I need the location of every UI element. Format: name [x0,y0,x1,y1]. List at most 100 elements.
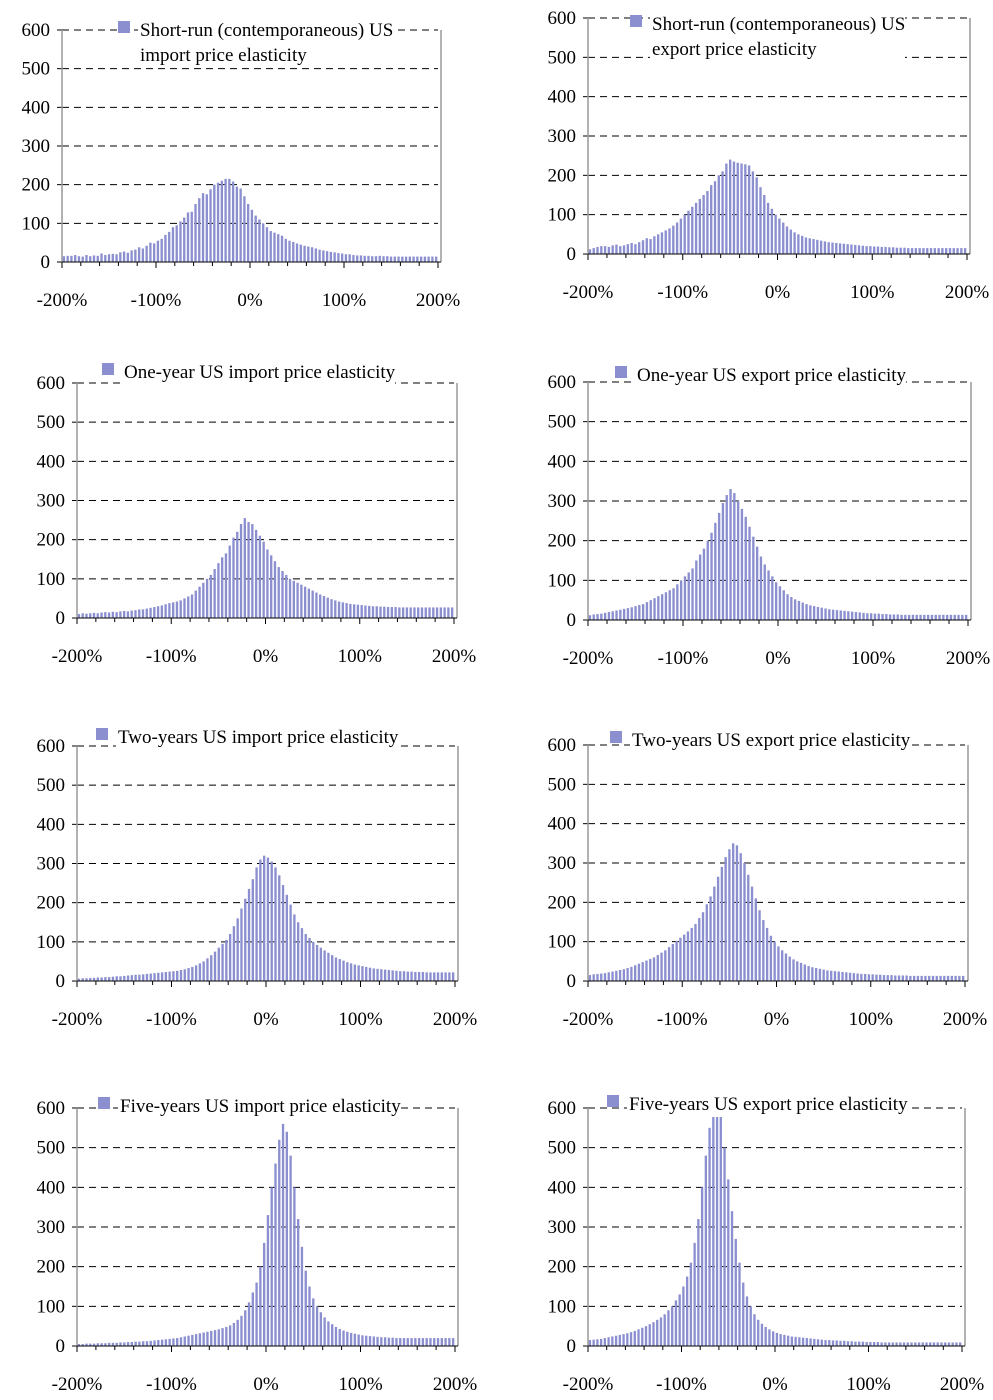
histogram-bar [656,1319,659,1346]
histogram-bar [130,975,134,981]
histogram-bar [588,1340,592,1346]
histogram-bar [854,244,857,254]
histogram-panel-two-years-export: 0 100 200 300 400 500 600 -200% -100% 0% 100% 200% T… [530,728,990,1030]
histogram-bar [425,972,428,981]
histogram-bar [895,247,899,254]
histogram-bar [714,522,717,620]
histogram-bar [757,1319,760,1346]
histogram-bar [784,953,788,981]
histogram-bar [816,239,819,254]
histogram-bar [745,1296,749,1346]
histogram-bar [752,536,755,620]
y-tick-label: 500 [548,47,577,68]
legend-label: import price elasticity [140,45,307,66]
histogram-bar [371,606,375,618]
histogram-bar [444,972,447,981]
y-tick-label: 200 [37,893,66,914]
histogram-bar [906,1342,909,1346]
histogram-bar [902,1342,906,1346]
histogram-bar [960,248,963,254]
histogram-bar [66,255,69,262]
histogram-panel-short-run-import: 0 100 200 300 400 500 600 -200% -100% 0% 100% 200% S… [20,10,480,311]
histogram-bar [739,853,742,981]
histogram-bar [905,975,908,981]
histogram-bar [782,590,785,620]
histogram-bar [361,966,364,981]
histogram-bar [603,973,607,981]
histogram-bar [228,1325,232,1346]
histogram-bar [119,611,122,618]
histogram-bar [622,245,626,254]
histogram-bar [92,977,96,981]
histogram-bar [877,613,880,620]
histogram-bar [891,247,895,254]
histogram-bar [85,613,88,618]
histogram-bar [924,975,927,981]
histogram-bar [401,607,405,618]
histogram-bar [732,161,736,254]
x-tick-label: -200% [52,1009,103,1030]
histogram-bar [141,248,145,262]
histogram-bar [611,245,614,254]
histogram-bar [198,963,202,981]
histogram-bar [419,256,423,262]
histogram-bar [850,244,853,254]
histogram-bar [149,607,152,618]
histogram-bar [805,604,808,620]
x-tick-label: -200% [52,646,103,667]
histogram-bar [852,973,855,981]
histogram-bar [600,613,603,620]
histogram-bar [934,614,937,620]
histogram-bar [398,607,401,618]
histogram-bar [797,234,800,254]
histogram-bar [236,531,239,618]
histogram-bar [266,857,270,981]
histogram-bar [615,970,618,981]
histogram-bar [251,879,254,981]
histogram-bar [607,972,610,981]
y-tick-label: 100 [548,1296,577,1317]
histogram-bar [638,242,641,254]
histogram-bar [872,1342,876,1346]
histogram-bar [194,965,198,981]
histogram-bar [346,1331,349,1346]
histogram-bar [444,1338,447,1346]
histogram-bar [660,952,663,981]
histogram-bar [897,975,901,981]
y-tick-label: 400 [37,814,66,835]
histogram-bar [912,975,916,981]
histogram-bar [412,256,415,262]
chart-legend: Short-run (contemporaneous) US export pri… [630,12,906,62]
histogram-bar [649,239,652,254]
histogram-bar [134,610,137,618]
histogram-bar [738,1262,741,1346]
histogram-panel-one-year-export: 0 100 200 300 400 500 600 -200% -100% 0% 100% 200% O… [530,363,990,669]
histogram-bar [633,1330,636,1346]
histogram-bar [729,489,732,620]
histogram-bar [205,194,208,262]
x-tick-label: -100% [657,282,708,303]
histogram-bar [710,185,713,254]
histogram-bar [630,966,633,981]
histogram-bar [884,1342,887,1346]
histogram-bar [115,976,118,981]
histogram-bar [334,600,337,618]
histogram-bar [289,904,292,981]
histogram-panel-two-years-import: 0 100 200 300 400 500 600 -200% -100% 0% 100% 200% T… [20,725,480,1030]
histogram-bar [901,975,905,981]
histogram-bar [915,614,918,620]
y-tick-label: 500 [548,412,577,433]
histogram-bar [880,246,883,254]
histogram-bar [149,1340,152,1346]
histogram-bar [236,1319,239,1346]
histogram-bar [100,253,103,262]
histogram-bar [206,958,209,981]
histogram-bar [100,977,103,981]
histogram-bar [374,256,378,262]
histogram-bar [686,931,690,981]
histogram-bar [656,955,659,981]
histogram-bar [881,614,884,620]
histogram-bar [728,159,732,254]
histogram-bar [156,240,160,262]
histogram-bar [364,605,367,618]
